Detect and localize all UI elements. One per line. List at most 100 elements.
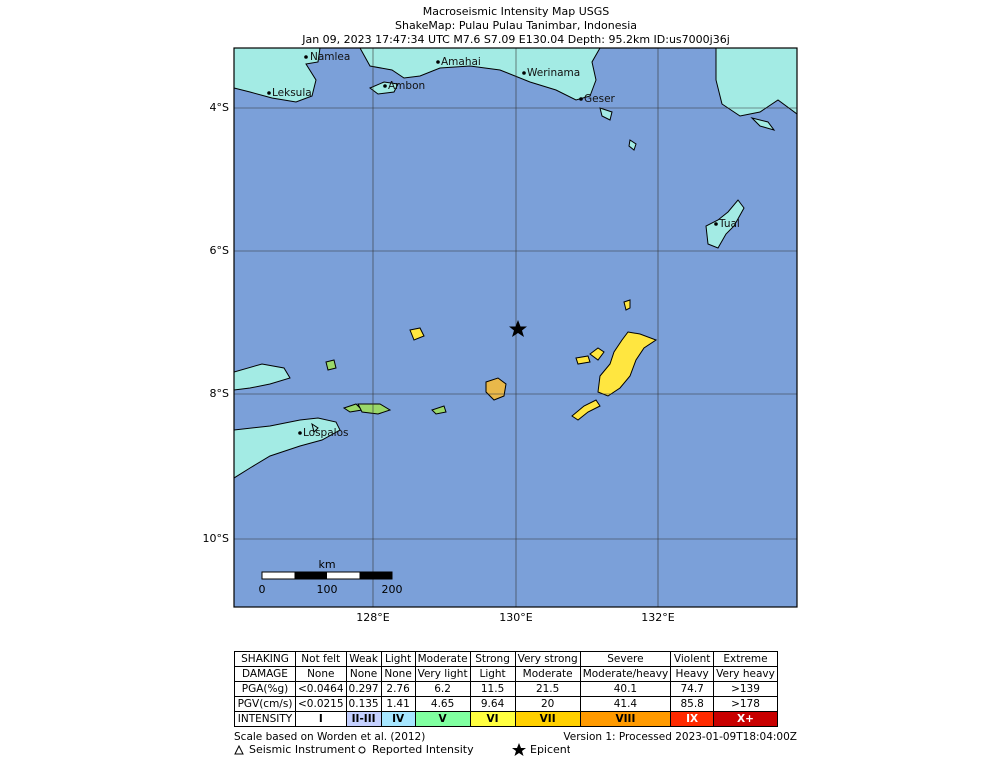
table-cell: Extreme (713, 651, 778, 667)
city-dot (714, 222, 718, 226)
city-dot (383, 84, 387, 88)
epicenter-symbol (512, 743, 526, 756)
table-cell: 1.41 (380, 696, 416, 712)
timor-island (234, 417, 341, 479)
intensity-table: SHAKING Not felt Weak Light Moderate Strong Ve… (234, 651, 778, 727)
seram-island (359, 48, 601, 101)
city-label: Tual (718, 218, 740, 230)
table-cell: 4.65 (414, 696, 471, 712)
city-label: Namlea (310, 51, 350, 63)
instrument-symbol (234, 744, 244, 755)
table-cell: 40.1 (579, 681, 672, 697)
small-island (409, 327, 425, 341)
legend-label: Reported Intensity (372, 743, 474, 756)
scale-bar-segment (294, 572, 327, 579)
small-island (628, 139, 637, 151)
scale-label: 0 (259, 583, 266, 596)
table-cell: VII (514, 711, 581, 727)
small-island (311, 422, 319, 433)
lon-label: 132°E (641, 611, 674, 624)
map-figure: Macroseismic Intensity Map USGS ShakeMap… (203, 5, 798, 624)
table-cell: 41.4 (579, 696, 672, 712)
small-island (623, 299, 631, 311)
table-cell: >178 (713, 696, 778, 712)
table-cell: 74.7 (670, 681, 715, 697)
scale-bar: km 0 100 200 (259, 558, 403, 596)
table-cell: Heavy (670, 666, 715, 682)
row-header: PGA(%g) (234, 681, 296, 697)
ambon-island (369, 81, 399, 95)
lat-label: 10°S (203, 532, 229, 545)
city-label: Amahai (441, 56, 481, 68)
row-header: INTENSITY (234, 711, 296, 727)
city-dot (304, 55, 308, 59)
city-label: Werinama (527, 67, 580, 79)
city-dot (579, 97, 583, 101)
babar-island (485, 377, 507, 401)
kei-island (705, 199, 745, 249)
table-cell: V (414, 711, 471, 727)
city-dot (267, 91, 271, 95)
small-island (599, 107, 613, 121)
small-island (431, 405, 447, 415)
sulawesi-tip (715, 48, 797, 117)
lon-label: 130°E (499, 611, 532, 624)
city-dot (522, 71, 526, 75)
table-cell: Very light (414, 666, 471, 682)
table-cell: Moderate (414, 651, 471, 667)
scale-unit: km (318, 558, 335, 571)
title: Macroseismic Intensity Map USGS (423, 5, 610, 18)
scale-label: 200 (382, 583, 403, 596)
row-header: SHAKING (234, 651, 296, 667)
small-island (750, 117, 776, 131)
table-cell: 11.5 (469, 681, 516, 697)
small-island (589, 347, 605, 361)
table-cell: Moderate/heavy (579, 666, 672, 682)
table-cell: 85.8 (670, 696, 715, 712)
table-cell: Strong (469, 651, 516, 667)
city-dot (298, 431, 302, 435)
small-island (325, 359, 337, 371)
reported-symbol (358, 746, 366, 754)
table-cell: >139 (713, 681, 778, 697)
table-cell: None (295, 666, 347, 682)
event-info: Jan 09, 2023 17:47:34 UTC M7.6 S7.09 E13… (301, 33, 730, 46)
table-cell: 21.5 (514, 681, 581, 697)
small-island (571, 399, 601, 421)
table-row: INTENSITY I II-III IV V VI VII VIII IX X+ (234, 711, 778, 727)
table-cell: Light (469, 666, 516, 682)
city-label: Leksula (272, 87, 312, 99)
table-cell: Light (380, 651, 416, 667)
land-layer (234, 48, 797, 479)
tanimbar-island (597, 331, 658, 397)
table-cell: Severe (579, 651, 672, 667)
table-cell: <0.0215 (295, 696, 347, 712)
table-cell: VIII (579, 711, 672, 727)
table-cell: Weak (345, 651, 382, 667)
lat-label: 4°S (210, 101, 229, 114)
table-cell: Very strong (514, 651, 581, 667)
row-header: PGV(cm/s) (234, 696, 296, 712)
version: Version 1: Processed 2023-01-09T18:04:00… (563, 731, 797, 743)
table-cell: Not felt (295, 651, 347, 667)
legend-label: Seismic Instrument (249, 743, 356, 756)
wetar-island (234, 363, 291, 391)
table-cell: X+ (713, 711, 778, 727)
table-cell: 9.64 (469, 696, 516, 712)
city-label: Ambon (388, 80, 425, 92)
table-cell: None (380, 666, 416, 682)
table-cell: 6.2 (414, 681, 471, 697)
table-row: PGV(cm/s) <0.0215 0.135 1.41 4.65 9.64 20 41.4 8… (234, 696, 778, 712)
scale-label: 100 (317, 583, 338, 596)
table-cell: Moderate (514, 666, 581, 682)
table-cell: None (345, 666, 382, 682)
grid (234, 48, 797, 607)
city-dot (436, 60, 440, 64)
table-cell: Violent (670, 651, 715, 667)
table-cell: I (295, 711, 347, 727)
table-cell: IV (380, 711, 416, 727)
scale-bar-segment (359, 572, 392, 579)
buru-island (234, 48, 321, 103)
lat-label: 6°S (210, 244, 229, 257)
